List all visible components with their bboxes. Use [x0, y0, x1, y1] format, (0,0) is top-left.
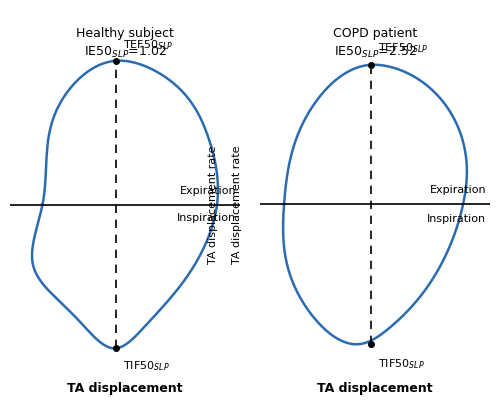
Text: Expiration: Expiration	[180, 186, 236, 196]
Text: IE50$_{SLP}$=2.52: IE50$_{SLP}$=2.52	[334, 45, 416, 60]
Text: TEF50$_{SLP}$: TEF50$_{SLP}$	[124, 38, 174, 53]
Text: TA displacement: TA displacement	[317, 382, 433, 395]
Text: TA displacement: TA displacement	[67, 382, 183, 395]
Text: TA displacement rate: TA displacement rate	[232, 145, 241, 264]
Text: COPD patient: COPD patient	[333, 27, 417, 40]
Text: Healthy subject: Healthy subject	[76, 27, 174, 40]
Text: Expiration: Expiration	[430, 184, 486, 194]
Text: Inspiration: Inspiration	[177, 213, 236, 223]
Text: TA displacement rate: TA displacement rate	[208, 145, 218, 263]
Text: TEF50$_{SLP}$: TEF50$_{SLP}$	[378, 41, 429, 55]
Text: IE50$_{SLP}$=1.02: IE50$_{SLP}$=1.02	[84, 45, 166, 60]
Text: TIF50$_{SLP}$: TIF50$_{SLP}$	[378, 357, 425, 371]
Text: Inspiration: Inspiration	[427, 214, 486, 224]
Text: TIF50$_{SLP}$: TIF50$_{SLP}$	[124, 359, 170, 373]
